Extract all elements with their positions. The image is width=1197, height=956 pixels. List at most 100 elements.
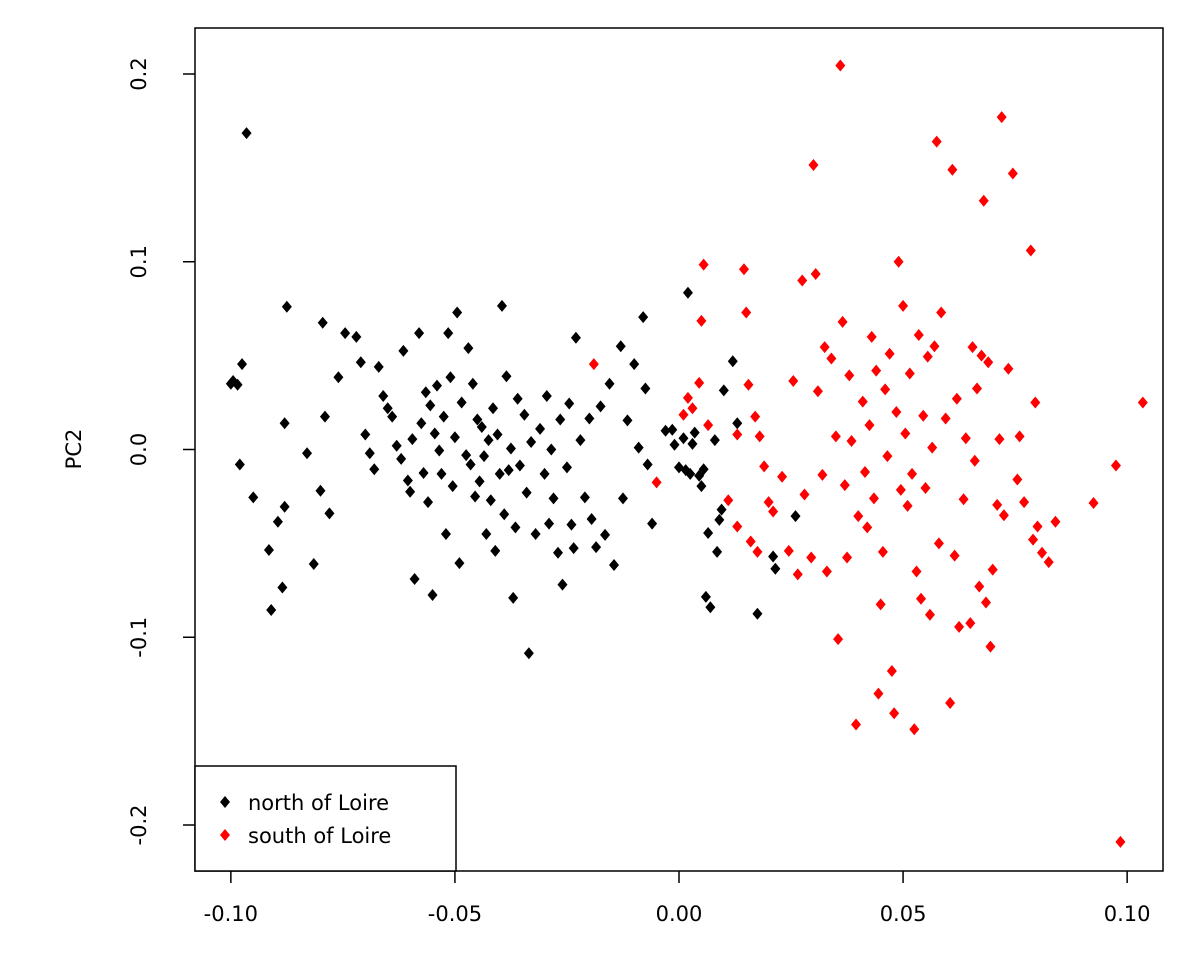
point-north-of-loire (604, 377, 615, 390)
point-south-of-loire (833, 633, 844, 646)
point-south-of-loire (974, 580, 985, 593)
point-south-of-loire (1037, 546, 1047, 559)
point-north-of-loire (373, 360, 384, 373)
point-south-of-loire (866, 330, 877, 343)
point-north-of-loire (519, 408, 530, 421)
point-south-of-loire (996, 111, 1007, 124)
point-south-of-loire (837, 315, 848, 328)
point-south-of-loire (821, 565, 832, 578)
point-north-of-loire (705, 601, 716, 614)
point-north-of-loire (425, 399, 436, 412)
point-north-of-loire (586, 512, 597, 525)
point-south-of-loire (893, 255, 904, 268)
point-south-of-loire (880, 383, 891, 396)
point-north-of-loire (678, 432, 689, 445)
point-north-of-loire (488, 402, 499, 415)
point-south-of-loire (862, 521, 873, 534)
point-north-of-loire (501, 370, 512, 383)
x-tick-label: 0.05 (880, 902, 927, 926)
point-north-of-loire (541, 389, 552, 402)
point-south-of-loire (978, 194, 989, 207)
point-south-of-loire (992, 498, 1003, 511)
point-north-of-loire (351, 330, 362, 343)
point-north-of-loire (414, 327, 425, 340)
point-north-of-loire (503, 464, 514, 477)
point-north-of-loire (436, 467, 447, 480)
point-south-of-loire (768, 505, 779, 518)
point-north-of-loire (440, 527, 451, 540)
point-north-of-loire (407, 433, 418, 446)
point-south-of-loire (889, 707, 900, 720)
x-tick-label: 0.00 (656, 902, 703, 926)
point-south-of-loire (1050, 515, 1061, 528)
point-north-of-loire (302, 447, 313, 460)
point-north-of-loire (546, 443, 557, 456)
point-north-of-loire (445, 371, 456, 384)
point-north-of-loire (432, 379, 442, 392)
point-south-of-loire (792, 568, 803, 581)
point-south-of-loire (830, 430, 841, 443)
point-south-of-loire (929, 340, 940, 353)
point-north-of-loire (629, 358, 640, 371)
point-north-of-loire (591, 541, 602, 554)
point-north-of-loire (521, 486, 532, 499)
point-south-of-loire (799, 488, 810, 501)
point-north-of-loire (470, 490, 481, 503)
point-south-of-loire (853, 510, 864, 523)
point-north-of-loire (355, 356, 366, 369)
point-north-of-loire (703, 527, 714, 540)
point-north-of-loire (434, 444, 445, 457)
point-south-of-loire (678, 408, 689, 421)
point-north-of-loire (709, 434, 720, 447)
point-south-of-loire (998, 509, 1009, 522)
point-south-of-loire (851, 718, 862, 731)
point-north-of-loire (718, 384, 729, 397)
point-north-of-loire (530, 527, 541, 540)
point-south-of-loire (884, 347, 895, 360)
point-south-of-loire (1007, 167, 1018, 180)
point-north-of-loire (714, 513, 725, 526)
point-south-of-loire (844, 369, 855, 382)
point-north-of-loire (752, 607, 763, 620)
point-north-of-loire (584, 412, 595, 425)
point-south-of-loire (1012, 473, 1023, 486)
point-south-of-loire (696, 314, 707, 327)
point-north-of-loire (647, 517, 658, 530)
point-north-of-loire (456, 396, 467, 409)
point-north-of-loire (566, 518, 577, 531)
point-north-of-loire (617, 492, 628, 505)
point-south-of-loire (1014, 430, 1025, 443)
y-tick-label: -0.1 (127, 617, 151, 658)
point-north-of-loire (508, 591, 519, 604)
point-south-of-loire (810, 267, 821, 280)
point-south-of-loire (985, 640, 996, 653)
point-north-of-loire (479, 450, 490, 463)
point-north-of-loire (387, 410, 398, 423)
point-north-of-loire (266, 604, 277, 617)
point-south-of-loire (1019, 496, 1030, 509)
point-north-of-loire (360, 428, 371, 441)
point-north-of-loire (685, 467, 696, 480)
point-north-of-loire (642, 458, 653, 471)
point-south-of-loire (911, 565, 922, 578)
point-north-of-loire (225, 377, 236, 390)
point-south-of-loire (877, 545, 888, 558)
point-south-of-loire (859, 466, 870, 479)
point-north-of-loire (476, 420, 487, 433)
point-north-of-loire (427, 589, 438, 602)
legend: north of Loire south of Loire (194, 765, 457, 872)
point-south-of-loire (936, 306, 947, 319)
point-south-of-loire (967, 341, 978, 354)
point-north-of-loire (405, 485, 416, 498)
point-north-of-loire (396, 452, 407, 465)
point-north-of-loire (638, 311, 649, 324)
point-north-of-loire (454, 557, 465, 570)
point-south-of-loire (916, 592, 926, 605)
point-north-of-loire (492, 428, 503, 441)
point-north-of-loire (465, 458, 476, 471)
point-south-of-loire (723, 494, 734, 507)
point-south-of-loire (920, 481, 931, 494)
point-north-of-loire (689, 426, 700, 439)
point-south-of-loire (1003, 362, 1014, 375)
point-north-of-loire (279, 500, 290, 513)
